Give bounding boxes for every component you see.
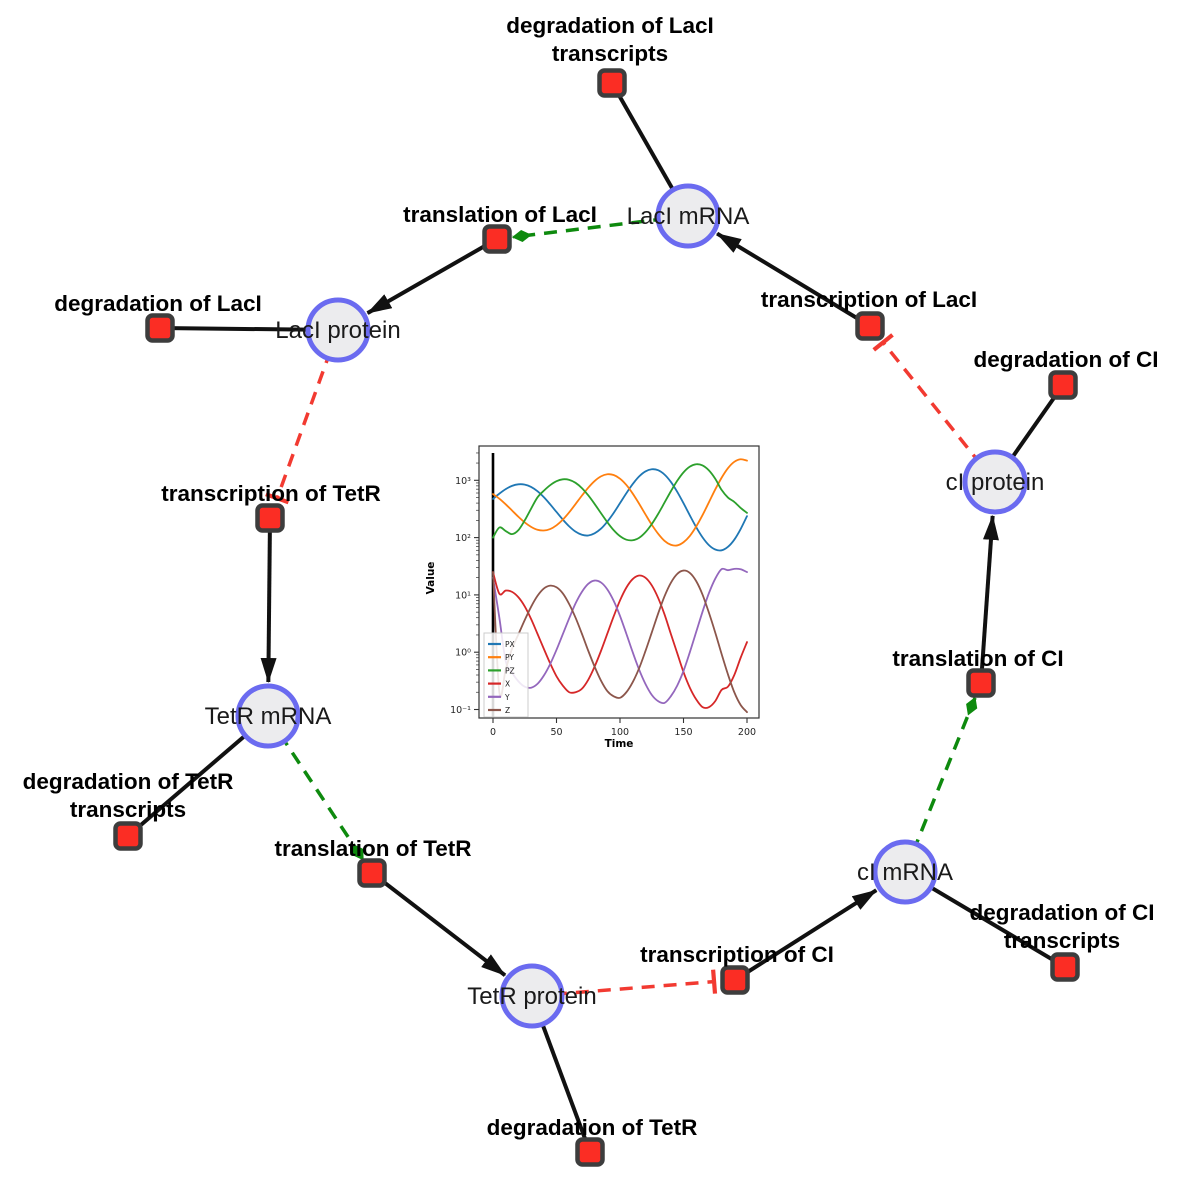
reaction-label-deg_tetr_tx: transcripts bbox=[70, 797, 186, 822]
y-tick-label: 10² bbox=[455, 533, 471, 544]
edge-production-tl_tetr-tetr_protein bbox=[370, 871, 507, 977]
reaction-label-tl_ci: translation of CI bbox=[892, 646, 1063, 671]
species-label-laci_mrna: LacI mRNA bbox=[627, 203, 750, 230]
reaction-label-tx_ci: transcription of CI bbox=[640, 942, 834, 967]
species-label-ci_mrna: cI mRNA bbox=[857, 859, 953, 886]
reaction-node-deg_laci[interactable] bbox=[145, 313, 175, 343]
reaction-label-deg_ci: degradation of CI bbox=[974, 347, 1159, 372]
reaction-label-tx_tetr: transcription of TetR bbox=[161, 481, 381, 506]
legend-label-Z: Z bbox=[505, 706, 510, 715]
inset-chart: 10⁻¹ 10⁰ 10¹ 10² 10³ 0 50 100 150 200 PX PY PZ XYZ T… bbox=[425, 445, 760, 750]
species-label-tetr_protein: TetR protein bbox=[467, 983, 596, 1010]
reaction-label-deg_laci_tx: transcripts bbox=[552, 41, 668, 66]
legend-label-PY: PY bbox=[505, 653, 514, 662]
reaction-label-tx_laci: transcription of LacI bbox=[761, 287, 977, 312]
x-tick-label: 0 bbox=[490, 727, 496, 738]
series-line-Z bbox=[492, 569, 748, 714]
y-tick-label: 10⁰ bbox=[455, 648, 471, 659]
series-line-Y bbox=[492, 567, 748, 705]
species-node-tetr_mrna[interactable] bbox=[235, 683, 301, 749]
reaction-node-tl_laci[interactable] bbox=[482, 224, 512, 254]
nodes-layer bbox=[113, 68, 1080, 1167]
reaction-node-deg_ci[interactable] bbox=[1048, 370, 1078, 400]
edge-production-tx_ci-ci_mrna bbox=[733, 888, 878, 982]
reaction-node-deg_tetr[interactable] bbox=[575, 1137, 605, 1167]
x-tick-label: 50 bbox=[550, 727, 562, 738]
legend-box bbox=[483, 632, 529, 718]
reaction-node-deg_tetr_tx[interactable] bbox=[113, 821, 143, 851]
reaction-node-deg_laci_tx[interactable] bbox=[597, 68, 627, 98]
species-node-ci_protein[interactable] bbox=[962, 449, 1028, 515]
reaction-label-deg_ci_tx: degradation of CI bbox=[970, 900, 1155, 925]
species-node-laci_protein[interactable] bbox=[305, 297, 371, 363]
labels-layer: LacI mRNA LacI protein cI protein TetR mRNA… bbox=[23, 13, 1159, 1140]
reaction-label-deg_ci_tx: transcripts bbox=[1004, 928, 1120, 953]
reaction-node-deg_ci_tx[interactable] bbox=[1050, 952, 1080, 982]
reaction-label-deg_laci: degradation of LacI bbox=[54, 291, 262, 316]
reaction-node-tx_ci[interactable] bbox=[720, 965, 750, 995]
reaction-label-deg_laci_tx: degradation of LacI bbox=[506, 13, 714, 38]
edge-production-tl_laci-laci_protein bbox=[366, 237, 498, 315]
x-tick-label: 150 bbox=[674, 727, 692, 738]
edge-production-tx_laci-laci_mrna bbox=[716, 231, 872, 328]
y-tick-label: 10⁻¹ bbox=[450, 705, 471, 716]
reaction-label-deg_tetr_tx: degradation of TetR bbox=[23, 769, 234, 794]
series-line-PY bbox=[492, 458, 748, 547]
reaction-node-tl_tetr[interactable] bbox=[357, 858, 387, 888]
legend-label-X: X bbox=[505, 680, 510, 689]
legend-label-PZ: PZ bbox=[505, 666, 515, 675]
reaction-node-tl_ci[interactable] bbox=[966, 668, 996, 698]
species-label-ci_protein: cI protein bbox=[946, 469, 1045, 496]
reaction-label-tl_tetr: translation of TetR bbox=[274, 836, 471, 861]
y-axis-label: Value bbox=[425, 562, 437, 595]
reaction-label-deg_tetr: degradation of TetR bbox=[487, 1115, 698, 1140]
reaction-node-tx_laci[interactable] bbox=[855, 311, 885, 341]
species-node-ci_mrna[interactable] bbox=[872, 839, 938, 905]
x-tick-label: 200 bbox=[738, 727, 756, 738]
legend-label-PX: PX bbox=[505, 640, 515, 649]
x-axis-label: Time bbox=[605, 738, 634, 750]
edge-production-tx_tetr-tetr_mrna bbox=[260, 517, 277, 684]
series-line-PZ bbox=[492, 463, 748, 542]
y-tick-label: 10³ bbox=[455, 476, 471, 487]
y-tick-label: 10¹ bbox=[455, 590, 471, 601]
edge-production-tl_ci-ci_protein bbox=[979, 514, 999, 684]
reaction-label-tl_laci: translation of LacI bbox=[403, 202, 597, 227]
species-node-laci_mrna[interactable] bbox=[655, 183, 721, 249]
series-line-PX bbox=[492, 468, 748, 552]
reaction-node-tx_tetr[interactable] bbox=[255, 503, 285, 533]
x-tick-label: 100 bbox=[611, 727, 629, 738]
species-label-laci_protein: LacI protein bbox=[275, 317, 400, 344]
chart-legend: PX PY PZ XYZ bbox=[483, 632, 529, 718]
species-node-tetr_protein[interactable] bbox=[499, 963, 565, 1029]
legend-label-Y: Y bbox=[504, 693, 510, 702]
species-label-tetr_mrna: TetR mRNA bbox=[205, 703, 332, 730]
series-line-X bbox=[492, 571, 748, 709]
